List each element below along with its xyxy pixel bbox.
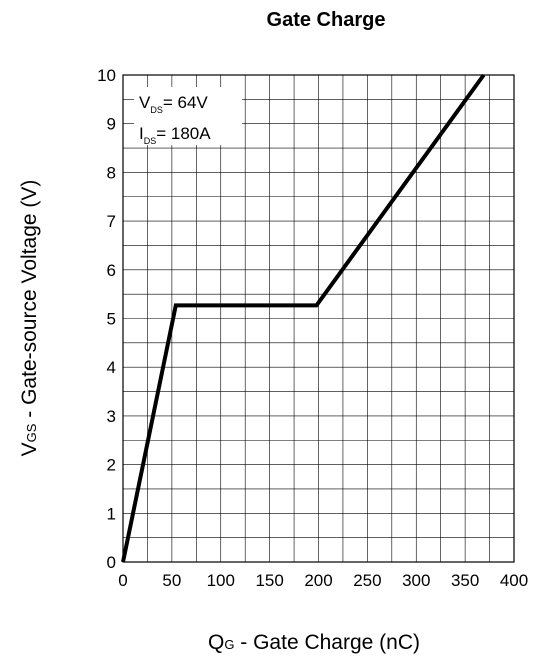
x-tick-label: 400 xyxy=(500,571,528,590)
y-tick-label: 1 xyxy=(107,504,116,523)
grid xyxy=(123,75,514,562)
y-tick-label: 6 xyxy=(107,261,116,280)
chart-title: Gate Charge xyxy=(267,9,386,31)
y-tick-label: 8 xyxy=(107,163,116,182)
plot-frame xyxy=(122,74,515,563)
x-tick-label: 350 xyxy=(451,571,479,590)
annotation-background xyxy=(134,87,242,145)
y-tick-label: 0 xyxy=(107,553,116,572)
y-tick-label: 10 xyxy=(97,66,116,85)
y-tick-label: 7 xyxy=(107,212,116,231)
x-tick-label: 300 xyxy=(402,571,430,590)
x-tick-label: 100 xyxy=(207,571,235,590)
x-tick-label: 50 xyxy=(162,571,181,590)
y-tick-label: 3 xyxy=(107,407,116,426)
y-tick-label: 4 xyxy=(107,358,116,377)
x-tick-label: 200 xyxy=(304,571,332,590)
x-tick-label: 150 xyxy=(255,571,283,590)
y-tick-label: 5 xyxy=(107,310,116,329)
y-axis-label: VGS - Gate-source Voltage (V) xyxy=(18,180,41,457)
y-tick-label: 2 xyxy=(107,456,116,475)
y-tick-label: 9 xyxy=(107,115,116,134)
x-axis-label: QG - Gate Charge (nC) xyxy=(208,631,420,654)
tick-labels: 0 50 100 150 200 250 300 350 400 0 1 2 3 4 5 6 7 8 9 10 xyxy=(97,66,528,590)
annotation-vds: VDS= 64V xyxy=(139,93,208,115)
x-tick-label: 250 xyxy=(353,571,381,590)
series-line xyxy=(121,73,486,563)
annotation-ids: IDS= 180A xyxy=(139,124,211,146)
x-tick-label: 0 xyxy=(118,571,127,590)
